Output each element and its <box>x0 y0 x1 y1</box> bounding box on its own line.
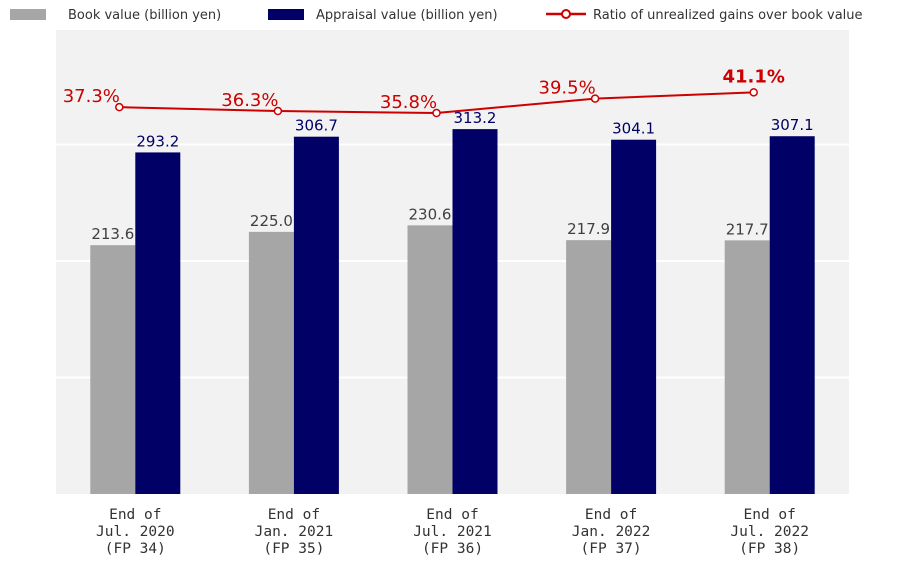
bar-appraisal-value <box>293 136 339 494</box>
legend-appraisal-label: Appraisal value (billion yen) <box>316 8 498 23</box>
x-tick-label: End of <box>585 507 637 523</box>
x-tick-label: Jul. 2021 <box>413 524 492 540</box>
x-tick-label: Jul. 2020 <box>96 524 175 540</box>
bar-book-value <box>724 240 770 494</box>
book-value-label: 230.6 <box>409 205 452 223</box>
ratio-label: 39.5% <box>539 78 596 99</box>
legend-book-swatch <box>10 9 46 20</box>
bar-book-value <box>566 240 612 494</box>
x-tick-label: End of <box>268 507 320 523</box>
book-value-label: 217.9 <box>567 220 610 238</box>
ratio-label: 36.3% <box>221 90 278 111</box>
bar-book-value <box>407 225 453 494</box>
legend-appraisal-swatch <box>268 9 304 20</box>
x-tick-label: End of <box>744 507 796 523</box>
bar-appraisal-value <box>135 152 181 494</box>
bars <box>90 129 815 494</box>
x-tick-label: End of <box>426 507 478 523</box>
appraisal-value-label: 313.2 <box>454 109 497 127</box>
legend: Book value (billion yen) Appraisal value… <box>10 8 863 23</box>
ratio-label: 35.8% <box>380 92 437 113</box>
x-tick-label: (FP 34) <box>105 541 166 557</box>
legend-ratio-label: Ratio of unrealized gains over book valu… <box>593 8 863 23</box>
book-value-label: 225.0 <box>250 212 293 230</box>
appraisal-value-label: 306.7 <box>295 117 338 135</box>
bar-appraisal-value <box>452 129 498 494</box>
ratio-point <box>749 88 758 97</box>
x-tick-label: End of <box>109 507 161 523</box>
legend-book-label: Book value (billion yen) <box>68 8 221 23</box>
ratio-line-series: 37.3% 36.3% 35.8% 39.5% 41.1% <box>63 66 785 118</box>
bar-value-labels: 213.6 293.2 225.0 306.7 230.6 313.2 217.9 304.1… <box>91 109 813 243</box>
x-tick-label: (FP 38) <box>739 541 800 557</box>
appraisal-value-label: 304.1 <box>612 120 655 138</box>
bar-appraisal-value <box>769 136 815 494</box>
ratio-point <box>273 106 283 116</box>
ratio-label: 41.1% <box>722 66 784 87</box>
ratio-label: 37.3% <box>63 86 120 107</box>
appraisal-value-label: 293.2 <box>136 132 179 150</box>
bar-book-value <box>90 245 136 494</box>
x-tick-label: Jan. 2022 <box>572 524 651 540</box>
x-tick-label: Jan. 2021 <box>255 524 334 540</box>
book-value-label: 217.7 <box>726 220 769 238</box>
ratio-point <box>115 102 124 112</box>
x-tick-label: Jul. 2022 <box>730 524 809 540</box>
appraisal-value-label: 307.1 <box>771 116 814 134</box>
ratio-point <box>432 108 441 118</box>
x-tick-label: (FP 37) <box>581 541 642 557</box>
book-value-label: 213.6 <box>91 225 134 243</box>
x-tick-label: (FP 36) <box>422 541 483 557</box>
ratio-point <box>590 94 600 103</box>
x-tick-label: (FP 35) <box>263 541 324 557</box>
bar-book-value <box>248 231 294 494</box>
legend-ratio-marker <box>561 9 571 19</box>
bar-appraisal-value <box>611 139 657 494</box>
